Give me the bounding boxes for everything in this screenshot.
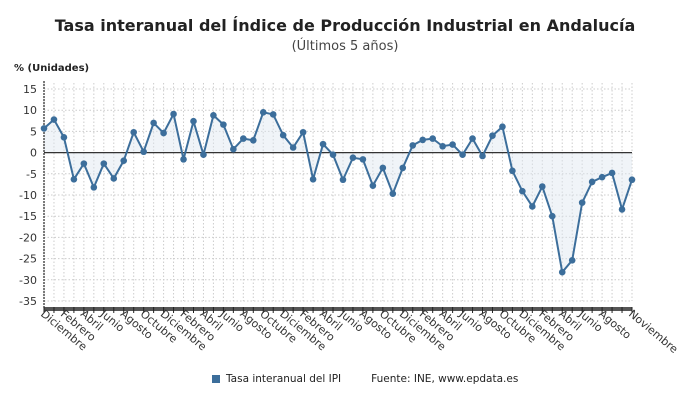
y-tick-label: -25 xyxy=(19,253,37,266)
data-point xyxy=(519,187,526,195)
y-tick-label: -30 xyxy=(19,274,37,287)
y-tick-label: -10 xyxy=(19,189,37,202)
data-point xyxy=(60,134,68,141)
data-point xyxy=(588,178,596,186)
data-point xyxy=(249,137,257,144)
chart-title: Tasa interanual del Índice de Producción… xyxy=(54,16,636,35)
data-point xyxy=(100,160,108,167)
data-point xyxy=(329,151,337,159)
data-point xyxy=(379,164,387,172)
data-point xyxy=(339,176,347,184)
data-point xyxy=(489,132,496,139)
data-point xyxy=(50,116,58,123)
data-point xyxy=(80,160,88,167)
data-point xyxy=(409,142,417,149)
data-point xyxy=(160,129,167,137)
data-point xyxy=(618,206,626,213)
data-point xyxy=(469,135,476,142)
chart-subtitle: (Últimos 5 años) xyxy=(291,39,399,54)
data-point xyxy=(259,109,267,116)
data-point xyxy=(299,128,307,136)
data-point xyxy=(419,136,427,144)
y-tick-label: -35 xyxy=(19,295,37,308)
data-point xyxy=(429,135,436,142)
data-point xyxy=(568,256,576,264)
legend-swatch xyxy=(212,375,220,383)
series-line xyxy=(43,111,633,275)
y-axis-label: % (Unidades) xyxy=(14,63,90,74)
data-point xyxy=(349,154,357,161)
data-point xyxy=(40,125,48,132)
data-point xyxy=(269,111,277,118)
data-point xyxy=(220,121,227,128)
y-tick-label: 0 xyxy=(30,147,37,160)
data-point xyxy=(200,151,207,159)
data-point xyxy=(289,144,297,151)
data-point xyxy=(170,110,177,118)
data-point xyxy=(210,111,217,119)
data-point xyxy=(598,173,606,181)
data-point xyxy=(140,148,147,156)
data-point xyxy=(180,156,187,163)
data-point xyxy=(608,169,616,177)
data-point xyxy=(369,182,377,189)
y-tick-label: 15 xyxy=(23,83,37,96)
data-point xyxy=(309,176,317,183)
data-point xyxy=(359,156,367,163)
y-tick-label: 10 xyxy=(23,104,37,117)
data-point xyxy=(230,145,237,153)
data-point xyxy=(548,212,556,220)
data-point xyxy=(439,142,446,150)
data-point xyxy=(240,135,247,142)
data-point xyxy=(120,157,128,164)
data-point xyxy=(70,176,78,183)
x-tick-label: Noviembre xyxy=(626,307,681,356)
data-point xyxy=(539,183,546,190)
y-tick-label: 5 xyxy=(30,125,37,138)
data-point xyxy=(190,117,197,125)
data-point xyxy=(449,141,456,148)
data-point xyxy=(110,175,118,182)
data-point xyxy=(459,151,466,159)
data-point xyxy=(578,199,586,206)
data-point xyxy=(319,140,327,148)
legend: Tasa interanual del IPI Fuente: INE, www… xyxy=(212,373,518,385)
data-point xyxy=(499,123,506,131)
data-point xyxy=(389,190,397,198)
y-tick-label: -5 xyxy=(26,168,37,181)
data-point xyxy=(150,119,157,127)
y-tick-label: -20 xyxy=(19,231,37,244)
y-tick-label: -15 xyxy=(19,210,37,223)
data-point xyxy=(130,128,137,136)
data-point xyxy=(558,268,566,276)
data-point xyxy=(479,152,486,160)
data-point xyxy=(90,184,98,191)
legend-label: Tasa interanual del IPI xyxy=(226,373,342,385)
data-point xyxy=(399,164,407,172)
data-point xyxy=(628,176,636,184)
data-point xyxy=(279,131,287,139)
data-point xyxy=(529,203,536,210)
data-point xyxy=(509,167,516,175)
source-text: Fuente: INE, www.epdata.es xyxy=(371,373,519,385)
